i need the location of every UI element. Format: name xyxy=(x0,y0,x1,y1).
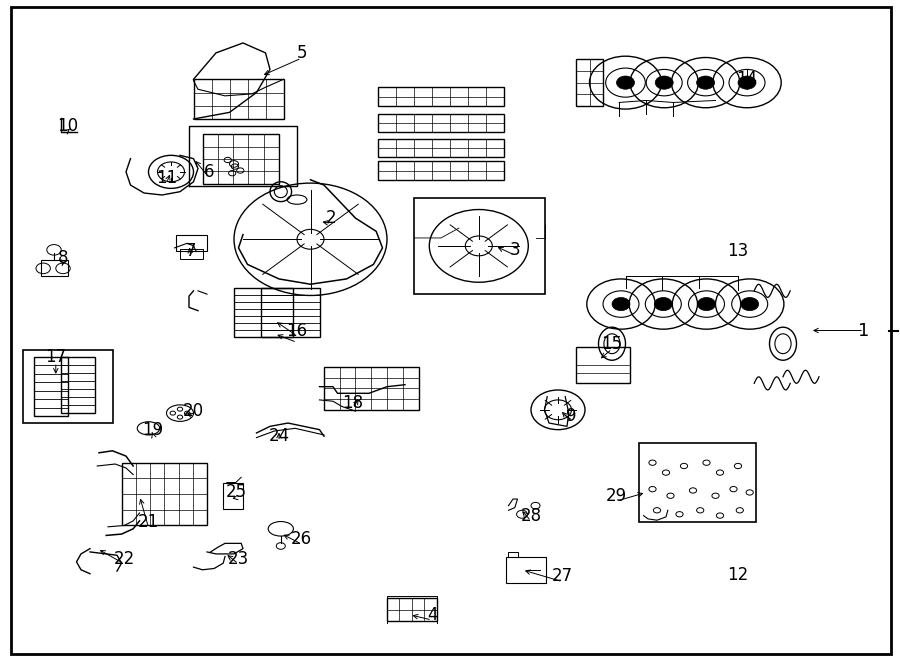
Bar xyxy=(378,161,504,180)
Text: 11: 11 xyxy=(156,169,177,188)
Circle shape xyxy=(741,297,759,311)
Bar xyxy=(576,347,630,383)
Bar xyxy=(378,114,504,132)
Text: 16: 16 xyxy=(286,321,308,340)
Bar xyxy=(414,198,544,294)
Text: 26: 26 xyxy=(291,529,312,548)
Text: 12: 12 xyxy=(727,566,749,584)
Bar xyxy=(378,87,504,106)
Text: 17: 17 xyxy=(45,348,67,366)
Text: 18: 18 xyxy=(342,394,364,412)
Circle shape xyxy=(655,76,673,89)
Text: 6: 6 xyxy=(203,163,214,181)
Text: 27: 27 xyxy=(552,567,573,586)
Bar xyxy=(180,249,202,259)
Bar xyxy=(639,443,756,522)
Bar xyxy=(223,483,243,509)
Text: 13: 13 xyxy=(727,242,749,260)
Text: 29: 29 xyxy=(606,486,627,505)
Text: 19: 19 xyxy=(142,420,164,439)
Text: 5: 5 xyxy=(296,44,307,62)
Text: 7: 7 xyxy=(185,242,196,260)
Text: 14: 14 xyxy=(736,70,758,89)
Bar xyxy=(122,463,207,525)
Circle shape xyxy=(612,297,630,311)
Bar xyxy=(40,260,68,276)
Text: 24: 24 xyxy=(268,427,290,446)
Text: 21: 21 xyxy=(138,513,159,531)
Circle shape xyxy=(654,297,672,311)
Text: 23: 23 xyxy=(228,549,249,568)
Circle shape xyxy=(698,297,716,311)
Bar xyxy=(34,357,68,416)
Text: 22: 22 xyxy=(113,549,135,568)
Bar xyxy=(194,79,284,119)
Bar xyxy=(387,598,436,621)
Text: 15: 15 xyxy=(601,334,623,353)
Bar xyxy=(378,139,504,157)
Text: 28: 28 xyxy=(520,506,542,525)
Circle shape xyxy=(697,76,715,89)
Text: 10: 10 xyxy=(57,116,78,135)
Text: 8: 8 xyxy=(58,249,68,267)
Bar xyxy=(506,557,546,583)
Text: 4: 4 xyxy=(427,605,437,624)
Text: 9: 9 xyxy=(566,407,577,426)
Bar xyxy=(324,367,418,410)
Text: 25: 25 xyxy=(226,483,248,502)
Bar xyxy=(22,350,112,423)
Bar xyxy=(261,288,320,337)
Circle shape xyxy=(616,76,634,89)
Circle shape xyxy=(738,76,756,89)
Text: 3: 3 xyxy=(509,241,520,259)
Bar xyxy=(576,59,603,106)
Bar xyxy=(202,134,279,184)
Text: 20: 20 xyxy=(183,402,204,420)
Text: 1: 1 xyxy=(859,321,869,340)
Bar xyxy=(176,235,207,251)
Text: 2: 2 xyxy=(326,209,337,227)
Bar xyxy=(234,288,292,337)
Bar xyxy=(61,357,95,413)
